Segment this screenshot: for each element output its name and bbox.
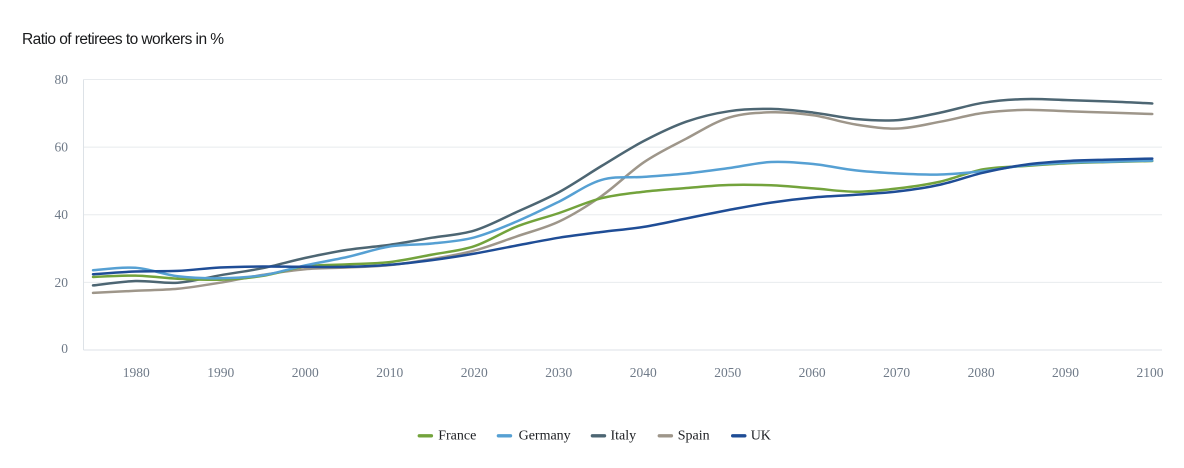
svg-text:Germany: Germany: [519, 429, 571, 444]
svg-text:20: 20: [55, 275, 69, 290]
svg-text:2080: 2080: [968, 365, 995, 380]
svg-text:2010: 2010: [376, 365, 403, 380]
svg-text:France: France: [438, 429, 476, 444]
svg-text:40: 40: [55, 207, 69, 222]
svg-text:2030: 2030: [545, 365, 572, 380]
svg-text:Spain: Spain: [678, 429, 710, 444]
svg-text:0: 0: [61, 341, 68, 356]
svg-text:2090: 2090: [1052, 365, 1079, 380]
svg-text:1990: 1990: [207, 365, 234, 380]
svg-text:Italy: Italy: [611, 429, 637, 444]
svg-text:2050: 2050: [714, 365, 741, 380]
svg-text:1980: 1980: [123, 365, 150, 380]
svg-text:2020: 2020: [461, 365, 488, 380]
svg-text:2100: 2100: [1137, 365, 1164, 380]
svg-text:2000: 2000: [292, 365, 319, 380]
svg-text:80: 80: [55, 72, 69, 87]
svg-text:2040: 2040: [630, 365, 657, 380]
svg-text:UK: UK: [751, 429, 771, 444]
svg-text:2070: 2070: [883, 365, 910, 380]
svg-text:2060: 2060: [799, 365, 826, 380]
svg-text:60: 60: [55, 140, 69, 155]
